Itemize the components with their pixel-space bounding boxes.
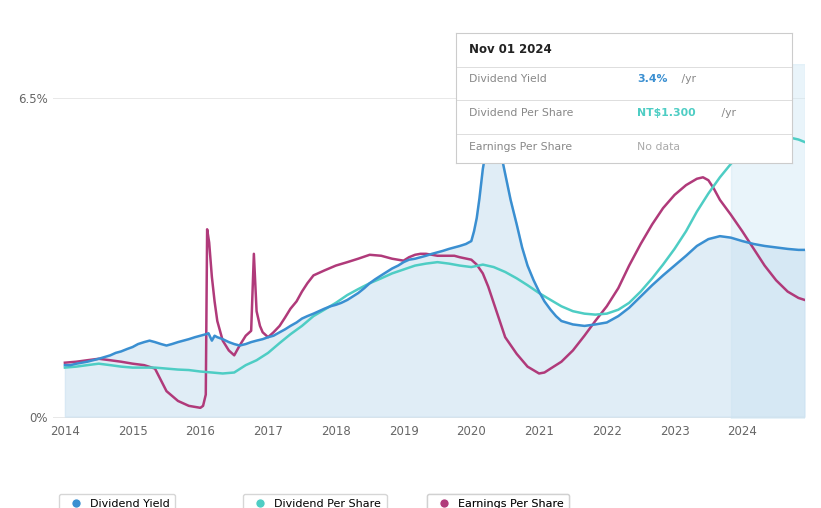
Text: /yr: /yr <box>678 75 696 84</box>
Text: No data: No data <box>637 142 681 152</box>
Bar <box>731 64 805 419</box>
Text: NT$1.300: NT$1.300 <box>637 108 696 118</box>
Legend: Earnings Per Share: Earnings Per Share <box>427 494 570 508</box>
Text: Earnings Per Share: Earnings Per Share <box>469 142 572 152</box>
Text: Past: Past <box>734 101 758 111</box>
Text: /yr: /yr <box>718 108 736 118</box>
Text: Dividend Per Share: Dividend Per Share <box>469 108 574 118</box>
Text: 3.4%: 3.4% <box>637 75 668 84</box>
Text: Nov 01 2024: Nov 01 2024 <box>469 43 552 56</box>
Text: Dividend Yield: Dividend Yield <box>469 75 547 84</box>
